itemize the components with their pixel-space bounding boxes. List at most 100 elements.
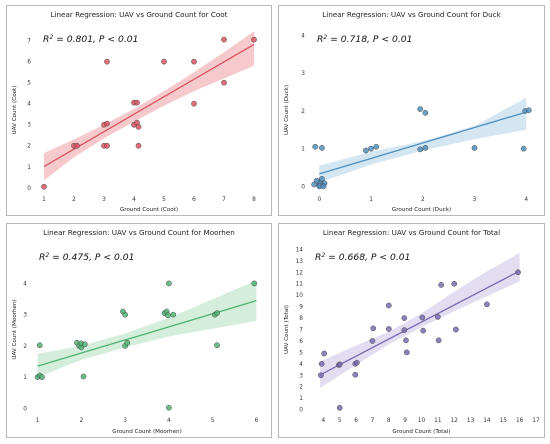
panel-duck: Linear Regression: UAV vs Ground Count f… <box>278 5 545 216</box>
y-tick-label: 5 <box>299 350 303 356</box>
x-tick-label: 4 <box>524 197 528 203</box>
y-tick-label: 10 <box>296 293 304 299</box>
chart-title: Linear Regression: UAV vs Ground Count f… <box>322 10 501 19</box>
data-point <box>385 302 392 309</box>
data-point <box>422 109 429 116</box>
data-point <box>214 310 220 316</box>
data-point <box>221 79 227 86</box>
x-tick-label: 11 <box>434 418 442 424</box>
x-tick-label: 5 <box>338 418 342 424</box>
x-tick-label: 3 <box>473 197 477 203</box>
data-point <box>369 338 376 344</box>
confidence-band <box>37 280 257 378</box>
y-axis-label: UAV Count (Moorhen) <box>12 299 18 359</box>
regression-line <box>43 43 255 168</box>
y-tick-label: 11 <box>296 282 304 288</box>
r2-annotation: R2 = 0.801, P < 0.01 <box>43 34 138 45</box>
x-tick-label: 9 <box>403 418 407 424</box>
chart-svg: Linear Regression: UAV vs Ground Count f… <box>12 228 259 435</box>
data-point <box>373 143 380 150</box>
y-tick-label: 8 <box>299 316 303 322</box>
y-tick-label: 0 <box>299 408 303 414</box>
data-point <box>214 342 220 349</box>
y-tick-label: 1 <box>301 147 305 153</box>
chart-title: Linear Regression: UAV vs Ground Count f… <box>43 228 235 237</box>
data-point <box>417 106 424 112</box>
data-point <box>122 311 128 318</box>
r2-annotation: R2 = 0.668, P < 0.01 <box>315 252 410 263</box>
y-tick-label: 3 <box>23 313 27 319</box>
confidence-band <box>319 97 527 183</box>
y-tick-label: 0 <box>301 184 305 190</box>
y-tick-label: 2 <box>301 109 305 115</box>
data-point <box>336 361 343 368</box>
y-axis-label: UAV Count (Duck) <box>284 85 290 135</box>
data-point <box>319 175 325 182</box>
y-axis-label: UAV Count (Coot) <box>12 86 18 135</box>
x-tick-label: 17 <box>532 418 540 424</box>
x-tick-label: 7 <box>371 418 375 424</box>
x-axis-label: Ground Count (Coot) <box>120 207 178 213</box>
data-point <box>134 99 140 106</box>
y-tick-label: 4 <box>23 281 27 287</box>
y-tick-label: 1 <box>299 396 303 402</box>
x-tick-label: 6 <box>354 418 358 424</box>
data-point <box>484 301 490 308</box>
data-point <box>166 280 172 287</box>
data-point <box>368 145 374 152</box>
data-point <box>319 145 325 151</box>
y-tick-label: 3 <box>301 71 305 77</box>
data-point <box>318 372 324 379</box>
data-point <box>403 349 410 356</box>
data-point <box>191 100 197 107</box>
y-axis-label: UAV Count (Total) <box>284 305 290 354</box>
x-tick-label: 6 <box>255 418 259 424</box>
data-point <box>363 147 369 154</box>
x-tick-label: 16 <box>516 418 524 424</box>
data-point <box>401 327 408 333</box>
data-point <box>135 123 142 130</box>
data-point <box>419 314 426 321</box>
x-tick-label: 7 <box>222 197 226 203</box>
y-tick-label: 0 <box>27 186 31 192</box>
y-tick-label: 2 <box>299 385 303 391</box>
chart-svg: Linear Regression: UAV vs Ground Count f… <box>284 10 532 213</box>
x-tick-label: 5 <box>162 197 166 203</box>
panel-total: Linear Regression: UAV vs Ground Count f… <box>278 223 545 438</box>
data-point <box>401 315 408 321</box>
data-point <box>251 36 257 43</box>
x-tick-label: 2 <box>79 418 83 424</box>
data-point <box>41 183 47 190</box>
data-point <box>520 145 527 152</box>
data-point <box>191 58 197 65</box>
confidence-band <box>320 252 520 388</box>
y-tick-label: 5 <box>27 81 31 87</box>
x-tick-label: 3 <box>123 418 127 424</box>
y-tick-label: 6 <box>27 60 31 66</box>
data-point <box>417 146 424 153</box>
data-point <box>525 107 532 114</box>
data-point <box>385 326 392 332</box>
y-tick-label: 4 <box>27 102 31 108</box>
data-point <box>81 341 88 348</box>
data-point <box>435 337 442 344</box>
y-tick-label: 2 <box>27 144 31 150</box>
data-point <box>39 374 45 380</box>
y-tick-label: 4 <box>299 362 303 368</box>
x-tick-label: 8 <box>387 418 391 424</box>
data-point <box>312 143 319 150</box>
data-point <box>420 327 426 334</box>
y-tick-label: 1 <box>23 375 27 381</box>
x-tick-label: 3 <box>102 197 106 203</box>
chart-svg: Linear Regression: UAV vs Ground Count f… <box>284 228 540 435</box>
x-tick-label: 4 <box>322 418 326 424</box>
data-point <box>166 404 172 411</box>
x-tick-label: 4 <box>167 418 171 424</box>
data-point <box>104 58 110 65</box>
x-tick-label: 4 <box>132 197 136 203</box>
data-point <box>471 145 478 151</box>
data-point <box>251 280 258 287</box>
data-point <box>313 177 320 184</box>
data-point <box>221 36 227 43</box>
